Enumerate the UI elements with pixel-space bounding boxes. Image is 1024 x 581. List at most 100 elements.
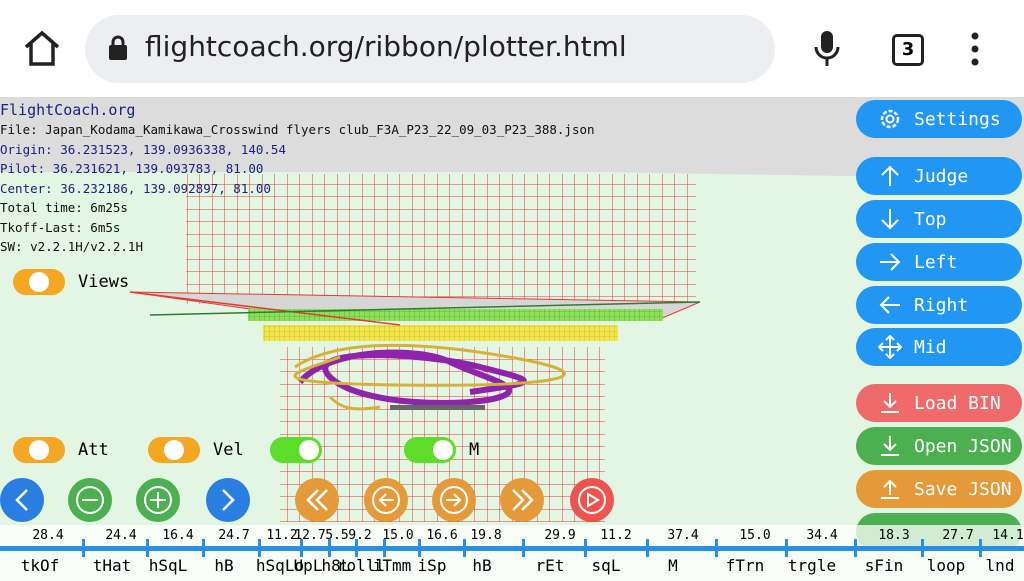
- toggle[interactable]: [270, 437, 322, 463]
- segment-divider: [522, 539, 525, 557]
- segment-duration: 14.1: [992, 528, 1024, 543]
- segment-duration: 18.3: [878, 528, 910, 543]
- plus-button[interactable]: [136, 478, 180, 522]
- url-bar[interactable]: flightcoach.org/ribbon/plotter.html: [85, 15, 775, 83]
- info-site: FlightCoach.org: [0, 101, 136, 119]
- info-center: Center: 36.232186, 139.092897, 81.00: [0, 181, 271, 196]
- judge-button[interactable]: Judge: [856, 157, 1022, 195]
- segment-label[interactable]: loop: [926, 556, 966, 575]
- segment-duration: 28.4: [32, 528, 64, 543]
- toggle[interactable]: [148, 437, 200, 463]
- top-button[interactable]: Top: [856, 200, 1022, 238]
- sky: [0, 97, 1024, 179]
- segment-duration: 15.0: [739, 528, 771, 543]
- mic-button[interactable]: [812, 29, 842, 69]
- button-label: Load BIN: [914, 392, 1001, 414]
- segment-label[interactable]: rEt: [535, 556, 565, 575]
- toggle-label: M: [469, 440, 480, 460]
- segment-label[interactable]: hB: [214, 556, 234, 575]
- segment-label[interactable]: iTmm: [372, 556, 412, 575]
- segment-duration: 19.8: [470, 528, 502, 543]
- tab-count[interactable]: 3: [892, 34, 924, 66]
- segment-divider: [784, 539, 788, 557]
- segment-duration: 16.6: [426, 528, 458, 543]
- segment-label[interactable]: trgle: [787, 556, 837, 575]
- button-label: Mid: [914, 336, 947, 358]
- button-label: Judge: [914, 165, 969, 187]
- grid-green: [248, 309, 663, 321]
- segment-divider: [146, 539, 149, 557]
- segment-label[interactable]: h8L: [321, 556, 351, 575]
- segment-label[interactable]: sqL: [591, 556, 621, 575]
- info-file: File: Japan_Kodama_Kamikawa_Crosswind fl…: [0, 122, 595, 137]
- timeline-track: [0, 546, 1024, 551]
- fast-forward-button[interactable]: [500, 478, 544, 522]
- segment-divider: [300, 539, 303, 557]
- runway: [390, 405, 485, 410]
- segment-label[interactable]: UpL: [293, 556, 323, 575]
- url-text: flightcoach.org/ribbon/plotter.html: [145, 30, 627, 63]
- load-bin-button[interactable]: Load BIN: [856, 384, 1022, 422]
- segment-divider: [979, 539, 982, 557]
- info-pilot: Pilot: 36.231621, 139.093783, 81.00: [0, 161, 264, 176]
- line: [149, 301, 701, 316]
- button-label: Top: [914, 208, 947, 230]
- button-label: Save JSON: [914, 478, 1012, 500]
- segment-divider: [463, 539, 466, 557]
- segment-divider: [328, 539, 331, 557]
- play-button[interactable]: [570, 478, 614, 522]
- settings-button[interactable]: Settings: [856, 100, 1022, 138]
- grid-back: [186, 174, 696, 304]
- rewind-button[interactable]: [295, 478, 339, 522]
- segment-divider: [354, 539, 358, 557]
- segment-label[interactable]: fTrn: [725, 556, 765, 575]
- button-label: Left: [914, 251, 958, 273]
- segment-label[interactable]: hB: [472, 556, 492, 575]
- segment-label[interactable]: hSqL: [148, 556, 188, 575]
- line: [129, 291, 401, 326]
- prev-button[interactable]: [0, 478, 44, 522]
- open-json-button[interactable]: Open JSON: [856, 427, 1022, 465]
- segment-label[interactable]: rolll: [336, 556, 386, 575]
- segment-label[interactable]: M: [668, 556, 678, 575]
- next-button[interactable]: [206, 478, 250, 522]
- toggle[interactable]: [13, 269, 65, 295]
- home-button[interactable]: [22, 29, 62, 69]
- right-button[interactable]: Right: [856, 286, 1022, 324]
- lock-icon: [109, 35, 127, 60]
- save-json-button[interactable]: Save JSON: [856, 470, 1022, 508]
- segment-label[interactable]: hSqLo: [255, 556, 305, 575]
- left-button[interactable]: Left: [856, 243, 1022, 281]
- toggle[interactable]: [13, 437, 65, 463]
- ribbon: [297, 349, 527, 406]
- segment-divider: [921, 539, 924, 557]
- segment-label[interactable]: tkOf: [20, 556, 60, 575]
- segment-divider: [418, 539, 421, 557]
- segment-label[interactable]: lnd: [985, 556, 1015, 575]
- toggle[interactable]: [404, 437, 456, 463]
- segment-duration: 29.9: [544, 528, 576, 543]
- segment-duration: 24.7: [218, 528, 250, 543]
- segment-divider: [382, 539, 386, 557]
- segment-duration: 11.2: [266, 528, 298, 543]
- toggle-label: Views: [78, 272, 130, 292]
- grid-yellow: [263, 325, 618, 341]
- ribbon: [293, 343, 566, 411]
- segment-label[interactable]: tHat: [92, 556, 132, 575]
- info-origin: Origin: 36.231523, 139.0936338, 140.54: [0, 142, 286, 157]
- playback-controls: [0, 478, 614, 522]
- info-sw: SW: v2.2.1H/v2.2.1H: [0, 239, 143, 254]
- segment-divider: [82, 539, 85, 557]
- back-button[interactable]: [364, 478, 408, 522]
- minus-button[interactable]: [68, 478, 112, 522]
- info-tkoff: Tkoff-Last: 6m5s: [0, 220, 121, 235]
- segment-label[interactable]: iSp: [417, 556, 447, 575]
- segment-duration: 16.4: [162, 528, 194, 543]
- forward-button[interactable]: [432, 478, 476, 522]
- menu-button[interactable]: [970, 32, 980, 66]
- segment-label[interactable]: sFin: [864, 556, 904, 575]
- timeline: 28.4 24.4 16.4 24.7 11.2 12.7 5.5 9.2 15.0 16.6 19…: [0, 525, 1024, 581]
- mid-button[interactable]: Mid: [856, 328, 1022, 366]
